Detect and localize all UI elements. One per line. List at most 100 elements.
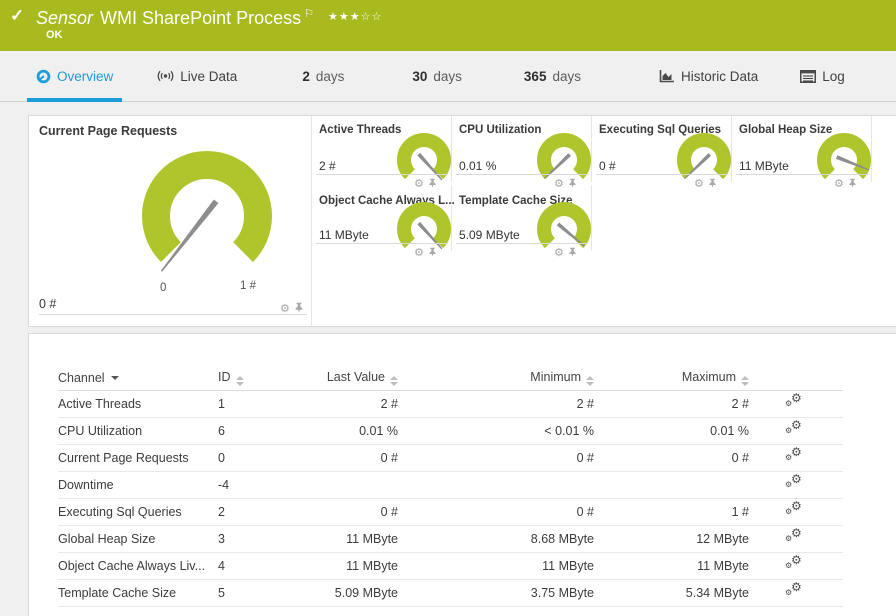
channel-name[interactable]: Executing Sql Queries	[58, 498, 218, 526]
tab-2-days[interactable]: 2 days	[293, 51, 353, 101]
channel-maximum: 1 #	[594, 498, 749, 526]
tab-365-days[interactable]: 365 days	[515, 51, 590, 101]
gear-icon[interactable]: ⚙	[414, 246, 424, 259]
channel-name[interactable]: Downtime	[58, 471, 218, 499]
pin-icon[interactable]	[428, 175, 437, 193]
tab-label: Log	[822, 68, 845, 84]
tab-days-unit: days	[552, 68, 581, 84]
gear-icon[interactable]: ⚙	[694, 177, 704, 190]
table-row[interactable]: Template Cache Size 5 5.09 MByte 3.75 MB…	[58, 579, 843, 607]
gauge-arc	[677, 133, 731, 180]
channel-name[interactable]: Active Threads	[58, 390, 218, 418]
tab-log[interactable]: Log	[791, 51, 854, 101]
column-header-id[interactable]: ID	[218, 366, 306, 391]
table-row[interactable]: CPU Utilization 6 0.01 % < 0.01 % 0.01 %…	[58, 417, 843, 445]
gauge-title: Active Threads	[319, 124, 402, 136]
gauge-actions: ⚙	[694, 175, 717, 193]
sort-icon	[741, 375, 749, 386]
channel-settings-icon[interactable]: ⚙ ⚙	[785, 499, 802, 516]
stars-empty: ☆☆	[360, 11, 383, 23]
divider	[316, 243, 448, 244]
channel-last-value: 0 #	[306, 498, 398, 526]
object-kind-label: Sensor	[36, 8, 94, 28]
channel-minimum: < 0.01 %	[398, 417, 594, 445]
table-row[interactable]: Downtime -4 ⚙ ⚙	[58, 471, 843, 499]
table-row[interactable]: Executing Sql Queries 2 0 # 0 # 1 # ⚙ ⚙	[58, 498, 843, 526]
channel-name[interactable]: Object Cache Always Liv...	[58, 552, 218, 580]
channel-minimum: 3.75 MByte	[398, 579, 594, 607]
channel-id: 4	[218, 552, 306, 580]
channel-settings-icon[interactable]: ⚙ ⚙	[785, 391, 802, 408]
channel-settings-icon[interactable]: ⚙ ⚙	[785, 445, 802, 462]
gear-icon[interactable]: ⚙	[554, 246, 564, 259]
channel-settings-icon[interactable]: ⚙ ⚙	[785, 580, 802, 597]
channel-settings-icon[interactable]: ⚙ ⚙	[785, 553, 802, 570]
channel-table: Channel ID Last Value Minimum Maximum Ac…	[58, 366, 843, 607]
sensor-title-row: Sensor WMI SharePoint Process ⚐ ★★★☆☆	[36, 7, 382, 29]
gear-icon[interactable]: ⚙	[280, 302, 290, 315]
tab-bar: Overview Live Data 2 days 30 days 365 da…	[0, 51, 896, 102]
table-row[interactable]: Global Heap Size 3 11 MByte 8.68 MByte 1…	[58, 525, 843, 553]
gauge-title: Executing Sql Queries	[599, 124, 722, 136]
column-header-channel[interactable]: Channel	[58, 366, 218, 391]
gauge-object-cache-always-live: Object Cache Always L... 11 MByte ⚙	[312, 185, 455, 258]
tab-30-days[interactable]: 30 days	[403, 51, 471, 101]
divider	[39, 314, 307, 315]
gear-icon[interactable]: ⚙	[834, 177, 844, 190]
tab-days-number: 30	[412, 68, 428, 84]
table-row[interactable]: Current Page Requests 0 0 # 0 # 0 # ⚙ ⚙	[58, 444, 843, 472]
pin-icon[interactable]	[428, 244, 437, 262]
status-badge: OK	[46, 29, 63, 41]
channel-settings-icon[interactable]: ⚙ ⚙	[785, 418, 802, 435]
pin-icon[interactable]	[848, 175, 857, 193]
table-row[interactable]: Object Cache Always Liv... 4 11 MByte 11…	[58, 552, 843, 580]
channel-maximum: 12 MByte	[594, 525, 749, 553]
channel-name[interactable]: Template Cache Size	[58, 579, 218, 607]
column-header-last-value[interactable]: Last Value	[306, 366, 398, 391]
gauge-title: Global Heap Size	[739, 124, 833, 136]
channel-minimum: 11 MByte	[398, 552, 594, 580]
gauge-value: 11 MByte	[739, 159, 789, 173]
area-chart-icon	[659, 69, 675, 83]
tab-live-data[interactable]: Live Data	[148, 51, 246, 101]
channel-id: 3	[218, 525, 306, 553]
column-header-maximum[interactable]: Maximum	[594, 366, 749, 391]
gauges-panel: Current Page Requests 0 1 # 0 # ⚙ Active…	[28, 115, 896, 327]
tab-days-unit: days	[433, 68, 462, 84]
table-row[interactable]: Active Threads 1 2 # 2 # 2 # ⚙ ⚙	[58, 390, 843, 418]
channel-id: -4	[218, 471, 306, 499]
divider	[456, 174, 588, 175]
table-header-row: Channel ID Last Value Minimum Maximum	[58, 366, 843, 391]
page-title: WMI SharePoint Process	[100, 8, 302, 28]
priority-stars[interactable]: ★★★☆☆	[328, 11, 382, 23]
gauge-actions: ⚙	[554, 175, 577, 193]
channel-minimum	[398, 471, 594, 499]
channel-settings-icon[interactable]: ⚙ ⚙	[785, 472, 802, 489]
gear-icon[interactable]: ⚙	[414, 177, 424, 190]
gauge-active-threads: Active Threads 2 # ⚙	[312, 116, 452, 189]
channel-name[interactable]: Global Heap Size	[58, 525, 218, 553]
gauge-value: 11 MByte	[319, 228, 369, 242]
sort-icon	[586, 375, 594, 386]
tab-label: Overview	[57, 68, 114, 84]
flag-icon[interactable]: ⚐	[304, 8, 314, 20]
gauge-value: 0 #	[599, 159, 616, 173]
channel-last-value: 2 #	[306, 390, 398, 418]
channel-name[interactable]: Current Page Requests	[58, 444, 218, 472]
pin-icon[interactable]	[568, 175, 577, 193]
gauge-arc	[397, 202, 451, 249]
pin-icon[interactable]	[568, 244, 577, 262]
channel-last-value	[306, 471, 398, 499]
gear-icon[interactable]: ⚙	[554, 177, 564, 190]
column-header-minimum[interactable]: Minimum	[398, 366, 594, 391]
pin-icon[interactable]	[294, 300, 304, 318]
pin-icon[interactable]	[708, 175, 717, 193]
channel-settings-icon[interactable]: ⚙ ⚙	[785, 526, 802, 543]
tab-overview[interactable]: Overview	[27, 51, 123, 102]
status-ok-check-icon: ✓	[10, 6, 25, 25]
gauge-actions: ⚙	[414, 175, 437, 193]
channel-name[interactable]: CPU Utilization	[58, 417, 218, 445]
tab-label: Historic Data	[680, 68, 759, 84]
tab-historic-data[interactable]: Historic Data	[650, 51, 767, 101]
